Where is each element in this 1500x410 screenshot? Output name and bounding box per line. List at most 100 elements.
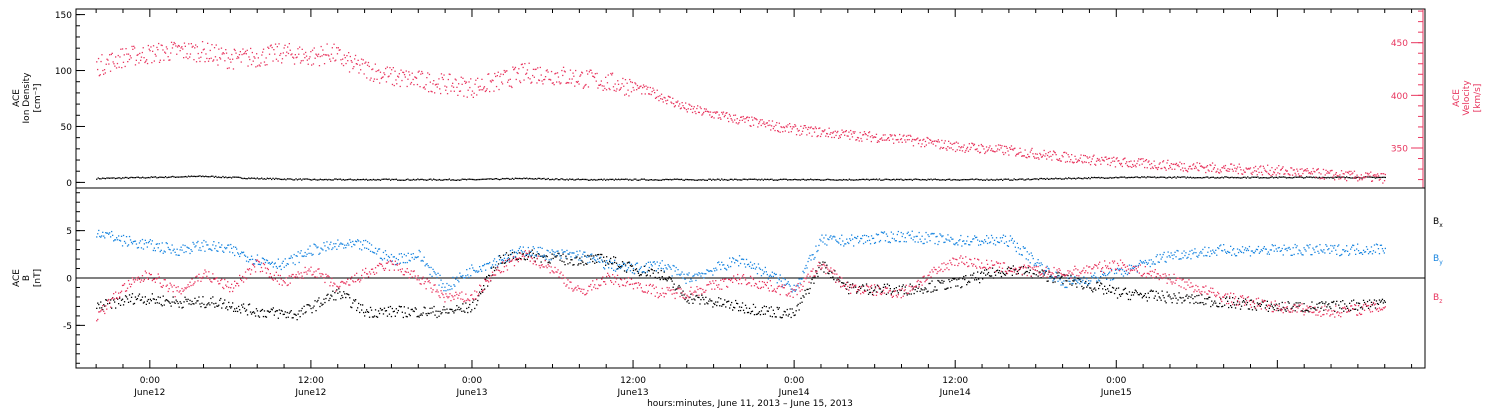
by-point [179,249,181,251]
by-point [679,274,681,276]
by-point [168,248,170,250]
bx-point [194,297,196,299]
velocity-point [1279,169,1282,171]
bx-point [304,312,306,314]
by-series [96,229,1386,293]
velocity-point [402,71,404,73]
velocity-point [1187,171,1189,173]
velocity-point [1200,165,1203,167]
bx-point [1318,302,1320,305]
bx-point [751,310,754,312]
velocity-point [722,111,725,113]
bx-point [1131,291,1134,293]
velocity-point [151,62,153,64]
velocity-point [950,147,952,149]
velocity-tick-label: 450 [1391,39,1408,49]
bx-point [1146,300,1148,302]
density-point [212,175,214,177]
velocity-point [1070,159,1072,161]
velocity-point [243,53,245,55]
velocity-point [1261,174,1264,176]
density-point [1284,176,1286,178]
bx-point [795,310,797,312]
velocity-point [985,146,988,148]
velocity-point [605,76,607,78]
velocity-point [976,148,978,150]
by-point [782,277,784,280]
density-point [437,179,439,181]
by-point [362,244,364,246]
velocity-point [1222,167,1224,169]
density-point [448,178,450,180]
by-point [157,247,159,249]
density-point [716,178,719,180]
by-point [985,240,987,243]
density-point [787,179,789,181]
by-point [517,250,519,252]
by-point [1284,248,1286,250]
velocity-point [455,79,457,81]
bx-point [1192,298,1194,300]
bx-point [1233,304,1236,306]
velocity-point [1341,176,1343,178]
density-point [564,179,567,181]
by-point [384,250,387,252]
by-point [254,259,257,261]
bx-point [662,278,664,281]
density-point [365,178,367,180]
by-point [447,289,449,291]
bx-point [1257,303,1260,306]
bx-point [847,281,849,283]
velocity-point [734,114,737,116]
bx-point [295,314,297,316]
velocity-point [428,91,430,93]
velocity-point [538,79,540,81]
density-point [133,177,135,179]
bx-point [671,280,673,282]
by-point [214,247,216,250]
velocity-point [258,64,260,66]
velocity-point [683,107,685,109]
velocity-point [978,144,980,147]
velocity-point [768,120,770,122]
velocity-point [282,52,284,54]
bx-point [1236,301,1239,303]
velocity-point [1156,167,1158,169]
bx-point [429,307,431,309]
velocity-point [347,60,349,62]
bx-point [1371,304,1374,306]
by-point [1043,273,1045,275]
velocity-point [510,85,512,87]
velocity-point [1357,180,1359,182]
by-point [882,232,885,234]
by-point [1283,244,1285,246]
by-point [735,259,737,261]
density-point [1293,176,1295,179]
velocity-point [1348,170,1350,173]
bx-point [1145,296,1147,298]
by-point [130,241,133,243]
bx-point [845,283,847,286]
by-point [1137,264,1139,267]
by-point [804,267,806,270]
bx-point [542,256,544,258]
density-point [854,179,856,181]
by-point [880,231,883,233]
density-point [984,179,987,181]
bx-point [312,307,314,309]
velocity-point [489,80,492,82]
by-point [507,256,510,259]
by-point [1016,242,1018,244]
density-point [245,178,247,180]
velocity-point [1100,163,1102,165]
density-point [939,179,941,181]
velocity-point [791,128,793,130]
by-point [508,260,511,262]
density-point [1158,176,1160,179]
velocity-point [153,60,155,62]
velocity-point [1009,147,1011,149]
bx-point [442,309,444,311]
velocity-point [556,81,558,83]
velocity-point [582,87,584,89]
bx-point [1051,277,1053,279]
